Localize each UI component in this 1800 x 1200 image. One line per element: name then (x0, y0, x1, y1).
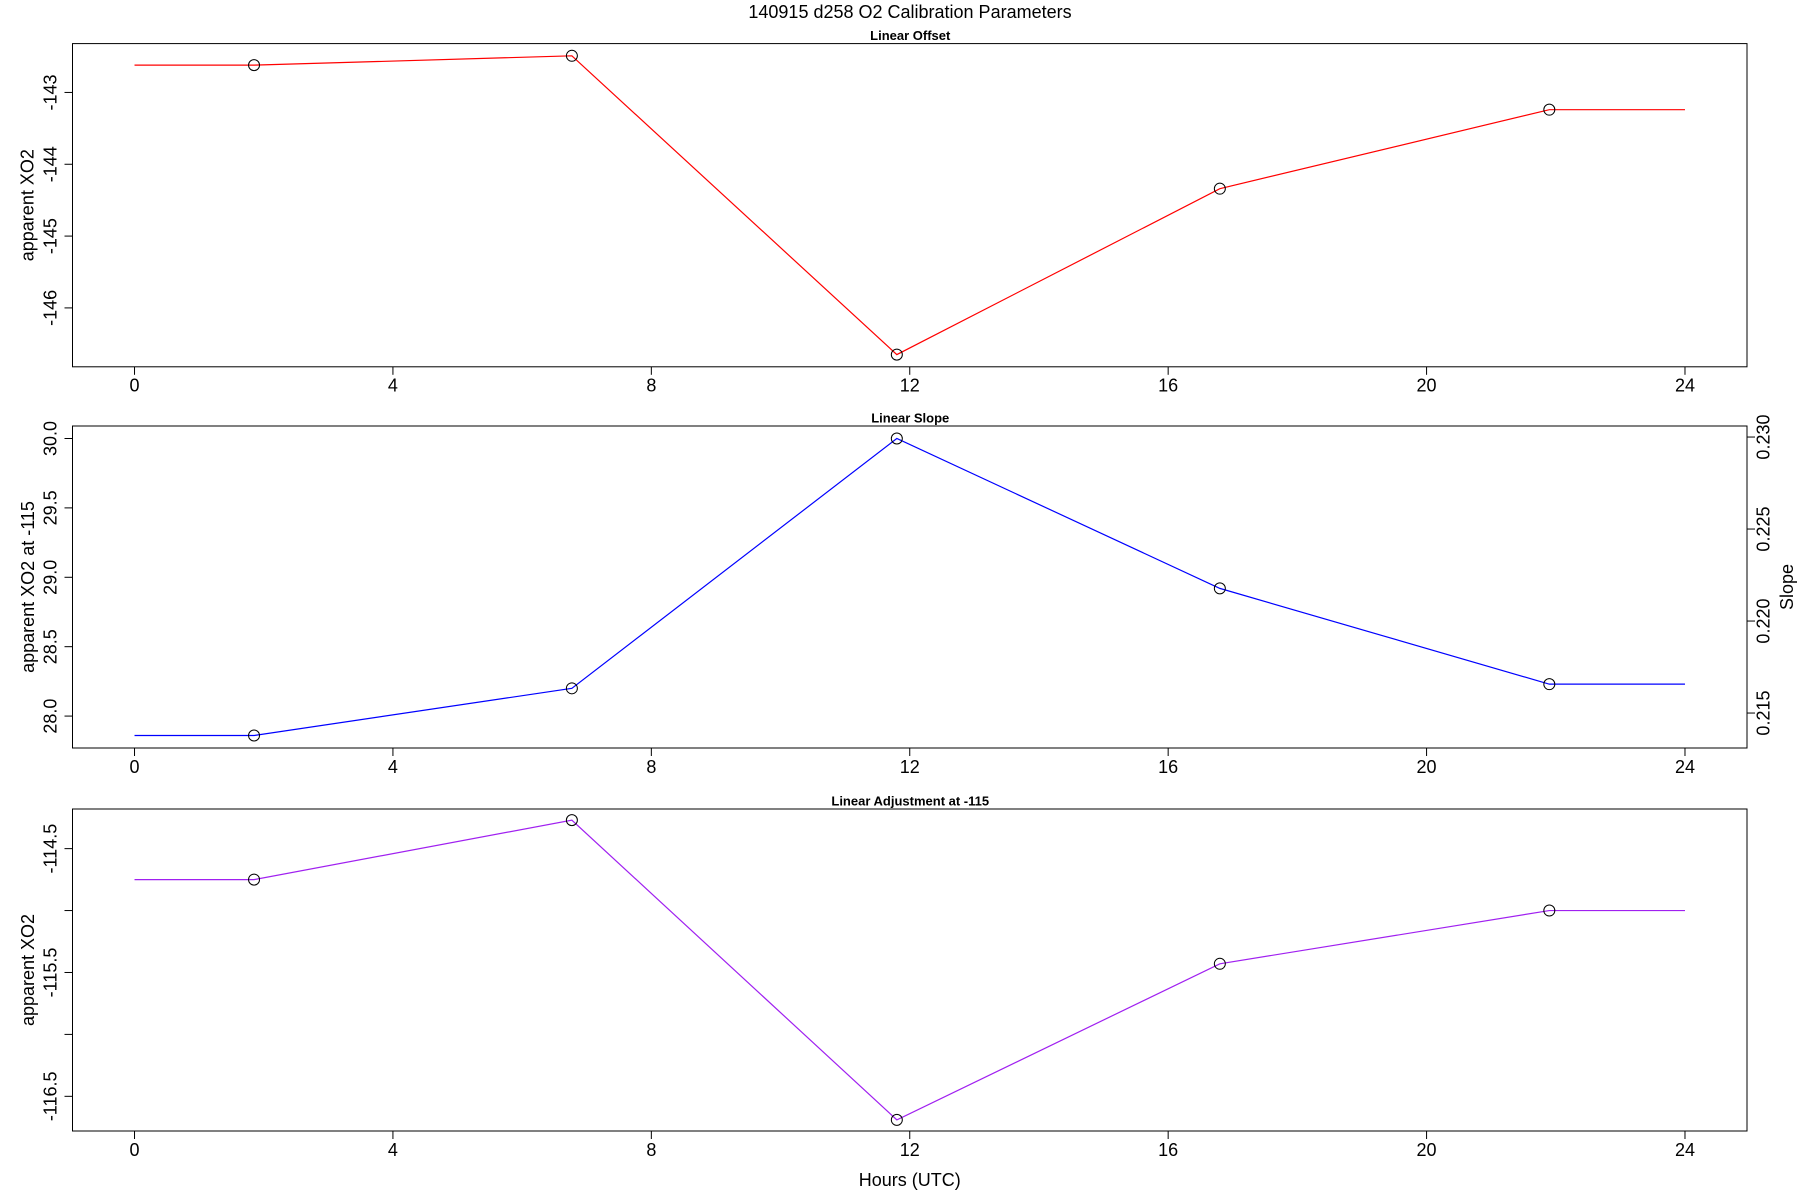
data-point (565, 49, 578, 62)
x-tick-label: 8 (646, 376, 656, 396)
data-point (890, 432, 903, 445)
y2-tick-label: 0.225 (1754, 507, 1774, 552)
x-tick-label: 4 (388, 376, 398, 396)
panel-title: Linear Slope (871, 410, 949, 425)
data-point (1543, 904, 1556, 917)
data-point (248, 729, 261, 742)
data-point (565, 814, 578, 827)
y-tick-label: -115.5 (41, 948, 61, 998)
y-tick-label: 30.0 (41, 421, 61, 456)
x-tick-label: 0 (130, 1140, 140, 1160)
y2-tick-label: 0.220 (1754, 599, 1774, 644)
data-point (1543, 678, 1556, 691)
y-tick-label: 28.5 (41, 629, 61, 664)
data-point (1543, 103, 1556, 116)
x-tick-label: 24 (1675, 376, 1695, 396)
y-tick-label: -114.5 (41, 824, 61, 874)
x-tick-label: 4 (388, 1140, 398, 1160)
plot-box (72, 425, 1748, 749)
x-axis-label: Hours (UTC) (859, 1170, 961, 1190)
plot-box (72, 43, 1748, 368)
y2-axis-label: Slope (1777, 564, 1797, 610)
x-tick-label: 16 (1158, 1140, 1178, 1160)
plot-box (72, 808, 1748, 1132)
x-tick-label: 12 (900, 757, 920, 777)
x-tick-label: 20 (1417, 376, 1437, 396)
x-tick-label: 16 (1158, 376, 1178, 396)
x-tick-label: 0 (130, 376, 140, 396)
data-point (248, 873, 261, 886)
x-tick-label: 20 (1417, 1140, 1437, 1160)
y-axis-label: apparent XO2 (18, 914, 38, 1026)
data-point (890, 348, 903, 361)
data-point (248, 59, 261, 72)
data-point (1213, 582, 1226, 595)
data-point (1213, 957, 1226, 970)
y-tick-label: 29.5 (41, 490, 61, 525)
y2-tick-label: 0.230 (1754, 415, 1774, 460)
data-point (565, 682, 578, 695)
panel-title: Linear Offset (870, 28, 951, 43)
panel-title: Linear Adjustment at -115 (831, 793, 989, 808)
data-point (890, 1113, 903, 1126)
data-line (134, 437, 1685, 737)
x-tick-label: 24 (1675, 757, 1695, 777)
y-tick-label: -116.5 (41, 1071, 61, 1121)
x-tick-label: 0 (130, 757, 140, 777)
y-tick-label: -144 (41, 146, 61, 182)
y-axis-label: apparent XO2 at -115 (18, 501, 38, 673)
x-tick-label: 8 (646, 1140, 656, 1160)
x-tick-label: 12 (900, 376, 920, 396)
data-point (1213, 182, 1226, 195)
x-tick-label: 20 (1417, 757, 1437, 777)
data-line (134, 819, 1685, 1121)
y2-tick-label: 0.215 (1754, 691, 1774, 736)
y-tick-label: 28.0 (41, 699, 61, 734)
y-tick-label: -146 (41, 290, 61, 326)
x-tick-label: 8 (646, 757, 656, 777)
x-tick-label: 24 (1675, 1140, 1695, 1160)
y-tick-label: -143 (41, 74, 61, 110)
x-tick-label: 16 (1158, 757, 1178, 777)
x-tick-label: 4 (388, 757, 398, 777)
y-axis-label: apparent XO2 (18, 149, 38, 261)
y-tick-label: 29.0 (41, 560, 61, 595)
figure-title: 140915 d258 O2 Calibration Parameters (748, 2, 1071, 22)
x-tick-label: 12 (900, 1140, 920, 1160)
y-tick-label: -145 (41, 218, 61, 254)
data-line (134, 55, 1685, 356)
